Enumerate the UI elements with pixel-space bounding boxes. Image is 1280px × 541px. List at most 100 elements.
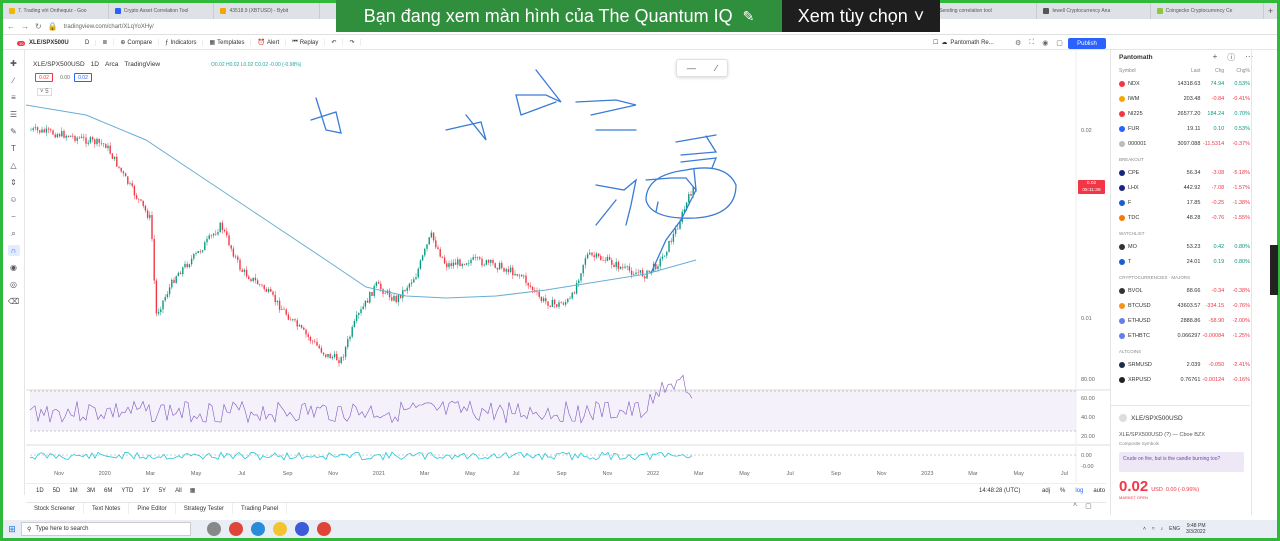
watchlist-row[interactable]: MO 53.23 0.42 0.80% bbox=[1111, 239, 1250, 254]
redo-icon[interactable]: ↷ bbox=[343, 39, 362, 46]
watchlist-name[interactable]: Pantomath bbox=[1119, 53, 1153, 61]
clock-date[interactable]: 9:48 PM 3/3/2022 bbox=[1186, 523, 1205, 535]
details-icon[interactable]: ⓘ bbox=[1227, 52, 1236, 62]
projection-icon[interactable]: ⇕ bbox=[10, 178, 17, 187]
watchlist-row[interactable]: ETHUSD 2888.86 -58.90 -2.00% bbox=[1111, 313, 1250, 328]
col-chg[interactable]: Chg bbox=[1215, 68, 1225, 74]
browser-tab[interactable]: 7. Trading với Onthequiz - Goo bbox=[3, 3, 109, 19]
panel-tab[interactable]: Trading Panel bbox=[233, 503, 288, 514]
range-button[interactable]: 1M bbox=[69, 487, 78, 494]
settings-icon[interactable]: ⚙ bbox=[1015, 40, 1022, 47]
col-symbol[interactable]: Symbol bbox=[1119, 68, 1136, 74]
maximize-icon[interactable]: ▢ bbox=[1085, 503, 1092, 510]
watchlist-row[interactable]: T 24.01 0.19 0.80% bbox=[1111, 254, 1250, 269]
zoom-icon[interactable] bbox=[295, 522, 309, 536]
price-chart[interactable]: 0.02 0.01 80.00 60.00 40.00 20.00 0.00 -0.00 Nov… bbox=[26, 50, 1110, 482]
watchlist-row[interactable]: F 17.85 -0.25 -1.38% bbox=[1111, 195, 1250, 210]
watchlist-section-title[interactable]: WATCHLIST bbox=[1119, 231, 1145, 236]
indicators-button[interactable]: ƒ Indicators bbox=[159, 39, 204, 46]
watchlist-row[interactable]: BTCUSD 43603.57 -334.15 -0.76% bbox=[1111, 298, 1250, 313]
windows-start-icon[interactable]: ⊞ bbox=[8, 523, 16, 534]
range-button[interactable]: All bbox=[175, 487, 182, 494]
line-style-icon[interactable]: — bbox=[686, 63, 696, 73]
range-button[interactable]: 6M bbox=[104, 487, 113, 494]
range-button[interactable]: YTD bbox=[121, 487, 134, 494]
watchlist-row[interactable]: FUR 19.11 0.10 0.53% bbox=[1111, 121, 1250, 136]
watchlist-row[interactable]: IWM 203.48 -0.84 -0.41% bbox=[1111, 91, 1250, 106]
text-icon[interactable]: T bbox=[11, 144, 16, 153]
trash-icon[interactable]: ⌫ bbox=[7, 297, 20, 306]
watchlist-row[interactable]: CPE 56.34 -3.08 -5.18% bbox=[1111, 165, 1250, 180]
range-button[interactable]: 3M bbox=[86, 487, 96, 494]
camera-icon[interactable]: ◉ bbox=[1042, 40, 1049, 47]
auto-toggle[interactable]: auto bbox=[1093, 487, 1106, 494]
eye-icon[interactable]: ◎ bbox=[10, 280, 17, 289]
chart-type-icon[interactable]: ≣ bbox=[96, 39, 115, 46]
tray-arrow-icon[interactable]: ˄ bbox=[1143, 526, 1146, 532]
range-button[interactable]: 5D bbox=[52, 487, 61, 494]
wifi-icon[interactable]: ≈ bbox=[1151, 526, 1155, 532]
range-button[interactable]: 1D bbox=[36, 487, 44, 494]
watchlist-section-title[interactable]: CRYPTOCURRENCIES · MAJORS bbox=[1119, 275, 1191, 280]
range-button[interactable]: 5Y bbox=[158, 487, 167, 494]
more-icon[interactable]: ⋯ bbox=[1245, 51, 1254, 61]
watchlist-row[interactable]: LHX 442.92 -7.08 -1.57% bbox=[1111, 180, 1250, 195]
legend-collapse-button[interactable]: ˅ 5 bbox=[37, 88, 52, 96]
panel-tab[interactable]: Text Notes bbox=[84, 503, 130, 514]
adj-toggle[interactable]: adj bbox=[1042, 487, 1051, 494]
explorer-icon[interactable] bbox=[273, 522, 287, 536]
publish-button[interactable]: Publish bbox=[1068, 38, 1106, 49]
clock[interactable]: 14:48:28 (UTC) bbox=[979, 487, 1021, 494]
replay-button[interactable]: ⏮ Replay bbox=[286, 39, 326, 46]
watchlist-row[interactable]: 000001 3097.088 -11.5314 -0.37% bbox=[1111, 136, 1250, 151]
watchlist-section-title[interactable]: BREAKOUT bbox=[1119, 157, 1144, 162]
chevron-up-icon[interactable]: ˄ bbox=[1073, 502, 1078, 509]
watchlist-row[interactable]: NI225 26577.20 184.24 0.70% bbox=[1111, 106, 1250, 121]
ask-box[interactable]: 0.02 bbox=[74, 73, 92, 82]
col-last[interactable]: Last bbox=[1190, 68, 1201, 74]
browser-tab[interactable]: Crypto Asset Correlation Tool bbox=[109, 3, 215, 19]
layout-selector[interactable]: ☐ ☁ Pantomath Re... bbox=[933, 39, 994, 47]
chrome-icon[interactable] bbox=[229, 522, 243, 536]
trendline-icon[interactable]: ∕ bbox=[12, 76, 15, 85]
lock-drawings-icon[interactable]: ◉ bbox=[10, 263, 17, 272]
url-text[interactable]: tradingview.com/chart/XLqYoXHy/ bbox=[63, 23, 154, 30]
view-options-button[interactable]: Xem tùy chọn ˅ bbox=[782, 0, 940, 32]
calendar-icon[interactable]: ▦ bbox=[189, 488, 196, 494]
emoji-icon[interactable]: ☺ bbox=[9, 195, 18, 204]
log-toggle[interactable]: log bbox=[1075, 487, 1084, 494]
new-tab-button[interactable]: + bbox=[1267, 6, 1274, 16]
watchlist-row[interactable]: ETHBTC 0.066297 -0.00084 -1.25% bbox=[1111, 328, 1250, 343]
compare-button[interactable]: ⊕ Compare bbox=[114, 39, 160, 46]
watchlist-row[interactable]: XRPUSD 0.76761 -0.00124 -0.16% bbox=[1111, 372, 1250, 387]
fullscreen-icon[interactable]: ⛶ bbox=[1029, 39, 1035, 46]
language-indicator[interactable]: ENG bbox=[1169, 526, 1181, 532]
chrome-profile-icon[interactable] bbox=[317, 522, 331, 536]
details-symbol[interactable]: XLE/SPX500USD bbox=[1131, 414, 1183, 422]
browser-tab[interactable]: 43518.9 (XBTUSD) - Bybit bbox=[214, 3, 321, 19]
reload-icon[interactable]: ↻ bbox=[35, 22, 42, 31]
task-view-icon[interactable] bbox=[207, 522, 221, 536]
layout-checkbox-icon[interactable]: ☐ bbox=[933, 40, 939, 46]
watchlist-row[interactable]: SRMUSD 2.039 -0.050 -2.41% bbox=[1111, 357, 1250, 372]
idea-note[interactable]: Crude on fire, but is the candle burning… bbox=[1119, 452, 1244, 472]
panel-tab[interactable]: Pine Editor bbox=[129, 503, 176, 514]
zoom-icon[interactable]: ⌕ bbox=[11, 228, 16, 238]
interval-button[interactable]: D bbox=[79, 39, 97, 46]
forward-icon[interactable]: → bbox=[21, 22, 29, 31]
taskbar-search[interactable]: ⚲ Type here to search bbox=[21, 522, 191, 536]
range-button[interactable]: 1Y bbox=[142, 487, 150, 494]
pen-icon[interactable]: ✎ bbox=[742, 7, 755, 24]
back-icon[interactable]: ← bbox=[7, 22, 15, 31]
watchlist-row[interactable]: NDX 14318.63 74.94 0.53% bbox=[1111, 76, 1250, 91]
ruler-icon[interactable]: ⎯ bbox=[11, 211, 16, 221]
undo-icon[interactable]: ↶ bbox=[325, 39, 344, 46]
watchlist-row[interactable]: TDC 48.28 -0.76 -1.55% bbox=[1111, 210, 1250, 225]
expand-icon[interactable]: ▢ bbox=[1056, 40, 1063, 47]
templates-button[interactable]: ▦ Templates bbox=[203, 39, 252, 46]
alert-button[interactable]: ⏰ Alert bbox=[251, 39, 287, 46]
browser-tab[interactable]: Coingecko Cryptocurrency Ce bbox=[1151, 3, 1264, 19]
panel-tab[interactable]: Strategy Tester bbox=[176, 503, 233, 514]
horizontal-lines-icon[interactable]: ≡ bbox=[11, 93, 16, 102]
watchlist-section-title[interactable]: ALTCOINS bbox=[1119, 349, 1142, 354]
